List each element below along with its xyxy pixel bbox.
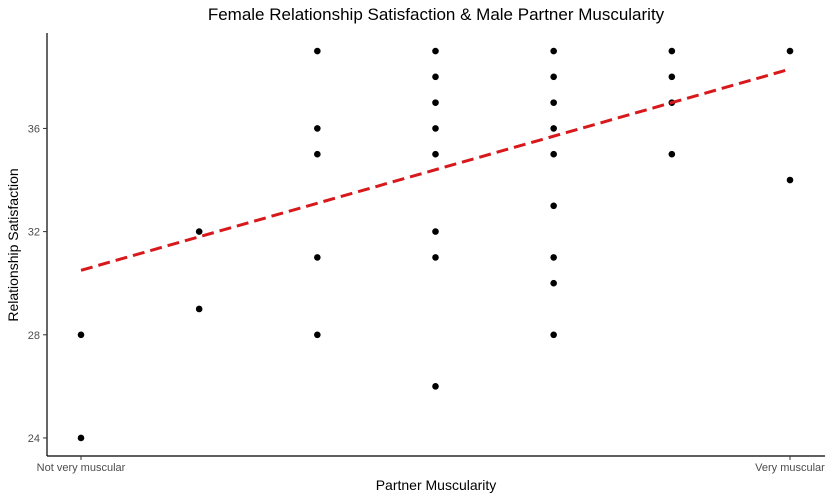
data-point — [550, 73, 557, 81]
y-axis-title: Relationship Satisfaction — [5, 168, 21, 321]
data-point — [432, 254, 439, 261]
points-layer — [77, 47, 794, 442]
data-point — [314, 125, 321, 132]
chart-title: Female Relationship Satisfaction & Male … — [208, 5, 665, 24]
data-point — [314, 150, 321, 158]
y-tick-label: 28 — [28, 330, 40, 342]
data-point — [550, 254, 557, 261]
y-tick-label: 32 — [28, 227, 40, 239]
data-point — [668, 150, 676, 158]
data-point — [77, 434, 85, 442]
data-point — [550, 150, 557, 158]
data-point — [432, 73, 439, 81]
data-point — [432, 228, 439, 235]
data-point — [550, 279, 557, 287]
data-point — [550, 125, 557, 132]
x-ticks: Not very muscular Very muscular — [37, 456, 825, 474]
data-point — [432, 383, 439, 390]
data-point — [786, 176, 794, 184]
data-point — [432, 150, 439, 158]
data-point — [668, 73, 676, 81]
data-point — [550, 202, 557, 210]
data-point — [786, 47, 794, 55]
trend-line — [80, 67, 791, 272]
data-point — [195, 228, 203, 235]
data-point — [432, 125, 439, 132]
data-point — [195, 305, 203, 313]
data-point — [668, 47, 676, 55]
data-point — [314, 331, 321, 339]
plot-area — [77, 47, 794, 442]
data-point — [314, 47, 321, 55]
x-tick-label: Not very muscular — [37, 462, 126, 474]
data-point — [314, 254, 321, 261]
data-point — [77, 331, 85, 339]
data-point — [550, 47, 557, 55]
data-point — [550, 99, 557, 106]
y-ticks: 24 28 32 36 — [28, 123, 47, 445]
y-tick-label: 36 — [28, 123, 40, 135]
data-point — [550, 331, 557, 339]
x-tick-label: Very muscular — [755, 462, 825, 474]
data-point — [432, 47, 439, 55]
y-tick-label: 24 — [28, 433, 40, 445]
x-axis-title: Partner Muscularity — [376, 477, 497, 493]
data-point — [432, 99, 439, 106]
